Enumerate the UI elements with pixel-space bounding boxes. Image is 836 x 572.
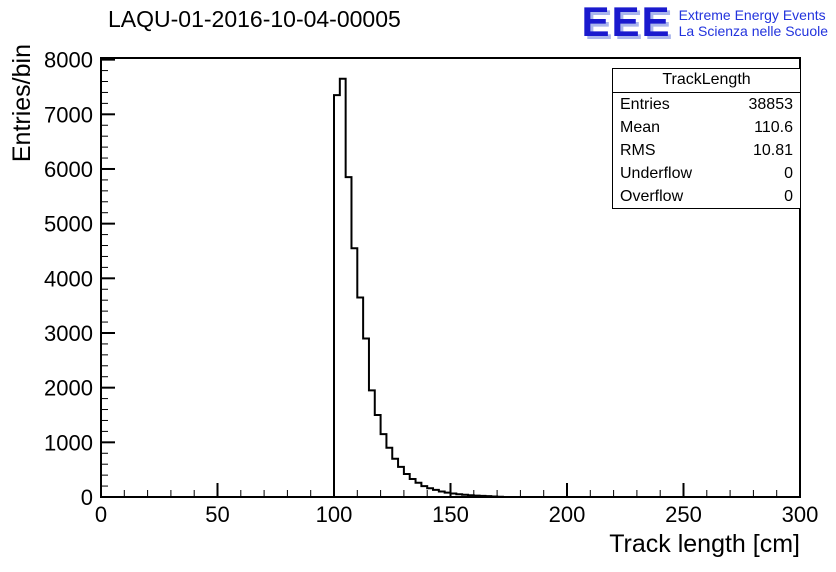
stats-row-overflow: Overflow 0 [613, 185, 800, 208]
stats-row-underflow: Underflow 0 [613, 162, 800, 185]
y-tick-label: 3000 [44, 321, 93, 346]
y-tick-label: 1000 [44, 430, 93, 455]
y-tick-label: 6000 [44, 157, 93, 182]
y-tick-label: 8000 [44, 48, 93, 73]
x-tick-label: 200 [549, 502, 586, 527]
eee-logo-line2: La Scienza nelle Scuole [678, 23, 828, 39]
histogram-line [101, 77, 800, 498]
x-tick-label: 300 [782, 502, 819, 527]
eee-logo-line1: Extreme Energy Events [678, 7, 826, 23]
stats-value: 38853 [748, 96, 794, 113]
y-tick-label: 0 [81, 485, 93, 510]
x-tick-label: 100 [316, 502, 353, 527]
stats-box: TrackLength Entries 38853 Mean 110.6 RMS… [612, 68, 801, 209]
stats-value: 10.81 [752, 142, 793, 159]
stats-label: Mean [620, 119, 661, 136]
eee-logo-text: EEE [581, 0, 672, 45]
stats-title: TrackLength [613, 69, 800, 93]
stats-label: RMS [620, 142, 656, 159]
stats-value: 0 [784, 188, 793, 205]
x-tick-label: 0 [95, 502, 107, 527]
plot-title: LAQU-01-2016-10-04-00005 [108, 6, 401, 32]
stats-value: 110.6 [754, 119, 793, 136]
y-tick-label: 5000 [44, 212, 93, 237]
stats-value: 0 [784, 165, 793, 182]
y-axis-title: Entries/bin [8, 44, 36, 162]
y-tick-label: 7000 [44, 102, 93, 127]
x-tick-label: 150 [432, 502, 469, 527]
x-tick-label: 50 [205, 502, 229, 527]
stats-row-entries: Entries 38853 [613, 93, 800, 116]
stats-label: Underflow [620, 165, 693, 182]
y-tick-label: 2000 [44, 376, 93, 401]
stats-label: Entries [620, 96, 670, 113]
y-tick-label: 4000 [44, 266, 93, 291]
x-axis-title: Track length [cm] [609, 530, 800, 558]
stats-label: Overflow [620, 188, 684, 205]
stats-row-mean: Mean 110.6 [613, 116, 800, 139]
x-tick-label: 250 [665, 502, 702, 527]
eee-logo-caption: Extreme Energy Events La Scienza nelle S… [679, 2, 828, 39]
stats-row-rms: RMS 10.81 [613, 139, 800, 162]
eee-logo: EEE Extreme Energy Events La Scienza nel… [581, 0, 828, 45]
